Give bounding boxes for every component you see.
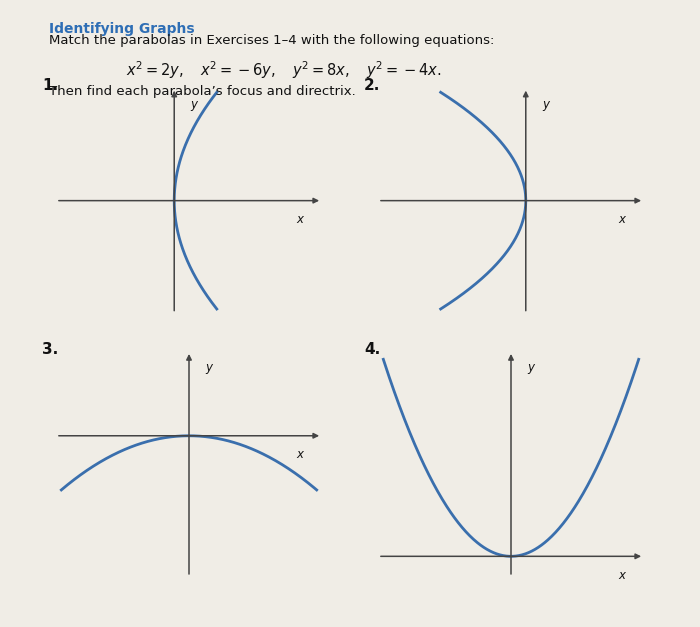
Text: Match the parabolas in Exercises 1–4 with the following equations:: Match the parabolas in Exercises 1–4 wit…	[49, 34, 494, 48]
Text: $y$: $y$	[190, 99, 199, 113]
Text: 1.: 1.	[42, 78, 58, 93]
Text: $x$: $x$	[296, 213, 305, 226]
Text: Identifying Graphs: Identifying Graphs	[49, 22, 195, 36]
Text: Then find each parabola’s focus and directrix.: Then find each parabola’s focus and dire…	[49, 85, 356, 98]
Text: 4.: 4.	[364, 342, 380, 357]
Text: 2.: 2.	[364, 78, 380, 93]
Text: 3.: 3.	[42, 342, 58, 357]
Text: $y$: $y$	[542, 99, 551, 113]
Text: $x$: $x$	[296, 448, 305, 461]
Text: $y$: $y$	[205, 362, 214, 376]
Text: $y$: $y$	[527, 362, 536, 376]
Text: $x^2 = 2y, \quad x^2 = -6y, \quad y^2 = 8x, \quad y^2 = -4x.$: $x^2 = 2y, \quad x^2 = -6y, \quad y^2 = …	[126, 60, 442, 82]
Text: $x$: $x$	[618, 569, 627, 582]
Text: $x$: $x$	[618, 213, 627, 226]
